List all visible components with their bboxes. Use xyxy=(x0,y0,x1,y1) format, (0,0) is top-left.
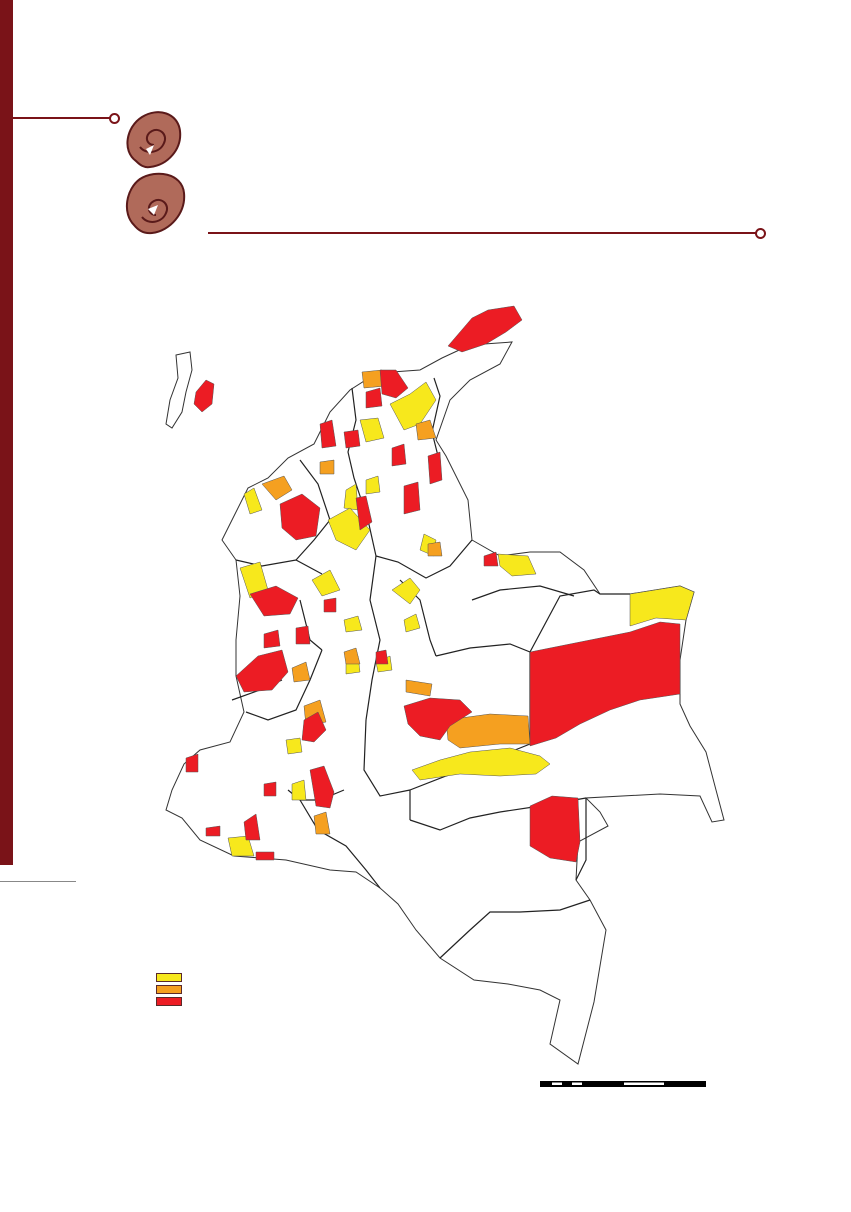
scale-bar xyxy=(540,1081,706,1087)
side-accent-bar xyxy=(0,0,13,865)
footer-rule xyxy=(0,881,76,882)
legend-item xyxy=(156,983,188,995)
legend-item xyxy=(156,995,188,1007)
double-spiral-icon xyxy=(125,111,186,235)
legend-swatch-high xyxy=(156,996,182,1006)
title-rule-dot xyxy=(755,228,766,239)
legend-swatch-low xyxy=(156,972,182,982)
island-outline xyxy=(165,351,193,429)
colombia-municipality-map xyxy=(165,305,725,1065)
legend-item xyxy=(156,971,188,983)
header-rule-left xyxy=(13,117,113,119)
header-rule-dot xyxy=(109,113,120,124)
map-legend xyxy=(156,971,188,1007)
legend-swatch-medium xyxy=(156,984,182,994)
title-rule xyxy=(208,232,758,234)
